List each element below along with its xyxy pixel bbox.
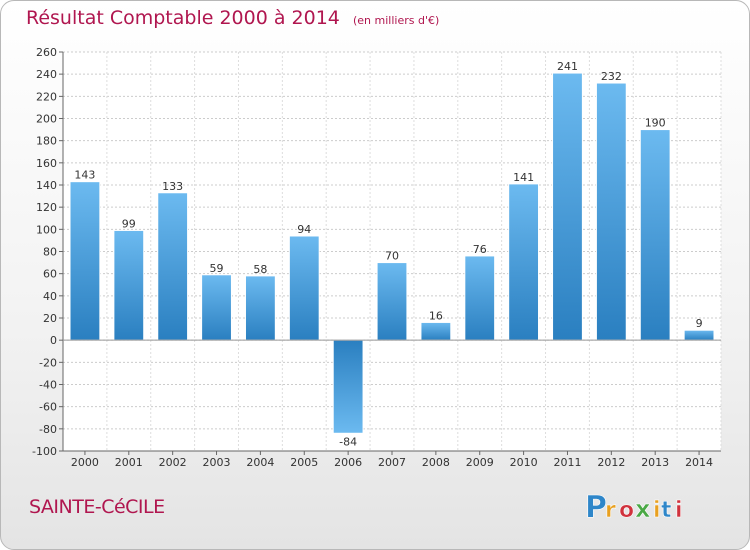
bar-2013 (639, 129, 671, 341)
bar-2014 (683, 329, 715, 341)
x-tick-label-2011: 2011 (553, 456, 581, 469)
x-tick-label-2012: 2012 (597, 456, 625, 469)
data-label-2007: 70 (385, 250, 399, 263)
y-axis-ticks: -100 -80 -60 -40 -20 0 20 40 60 80 100 120 140 160 180… (32, 46, 63, 458)
data-label-2001: 99 (122, 217, 136, 230)
data-label-2012: 232 (601, 70, 622, 83)
data-label-2009: 76 (473, 243, 487, 256)
y-tick-label: 120 (36, 201, 57, 214)
y-tick-label: 200 (36, 113, 57, 126)
bar-2007 (376, 262, 408, 341)
x-tick-label-2008: 2008 (422, 456, 450, 469)
x-tick-label-2000: 2000 (71, 456, 99, 469)
logo-letter: i (675, 498, 683, 523)
x-tick-label-2004: 2004 (246, 456, 274, 469)
data-label-2006: -84 (339, 435, 357, 448)
y-tick-label: 80 (43, 246, 57, 259)
bar-2012 (595, 82, 627, 341)
logo-letter: o (619, 498, 634, 523)
x-tick-label-2001: 2001 (115, 456, 143, 469)
x-tick-label-2013: 2013 (641, 456, 669, 469)
y-tick-label: 20 (43, 312, 57, 325)
x-tick-label-2003: 2003 (203, 456, 231, 469)
data-label-2000: 143 (74, 169, 95, 182)
data-labels: 143 99 133 59 58 94 -84 70 16 76 141 241 232 190 9 (74, 60, 702, 448)
bar-2006 (332, 339, 364, 434)
y-tick-label: 260 (36, 46, 57, 59)
logo-letter: P (585, 490, 607, 525)
y-tick-label: 100 (36, 223, 57, 236)
y-tick-label: -20 (39, 356, 57, 369)
x-tick-label-2007: 2007 (378, 456, 406, 469)
bar-2004 (244, 275, 276, 341)
x-tick-label-2006: 2006 (334, 456, 362, 469)
data-label-2010: 141 (513, 171, 534, 184)
logo-letter: i (653, 498, 661, 523)
y-tick-label: 0 (50, 334, 57, 347)
x-tick-label-2009: 2009 (466, 456, 494, 469)
bar-2003 (201, 274, 232, 341)
bars (69, 72, 715, 434)
y-tick-label: 180 (36, 135, 57, 148)
y-tick-label: -80 (39, 423, 57, 436)
commune-name: SAINTE-CéCILE (29, 496, 165, 518)
bar-2002 (157, 192, 189, 341)
data-label-2014: 9 (696, 317, 703, 330)
title-block: Résultat Comptable 2000 à 2014 (en milli… (26, 7, 439, 29)
logo-letter: r (605, 498, 616, 523)
bar-2001 (113, 229, 145, 341)
bar-2010 (508, 183, 540, 341)
y-tick-label: -40 (39, 379, 57, 392)
data-label-2002: 133 (162, 180, 183, 193)
y-tick-label: 240 (36, 68, 57, 81)
proxiti-logo: Pr o x i t i (585, 490, 683, 526)
data-label-2005: 94 (297, 223, 311, 236)
y-tick-label: 60 (43, 268, 57, 281)
bar-2005 (288, 235, 320, 341)
y-tick-label: 140 (36, 179, 57, 192)
y-tick-label: -60 (39, 401, 57, 414)
y-tick-label: 40 (43, 290, 57, 303)
data-label-2013: 190 (645, 117, 666, 130)
logo-letter: x (635, 495, 651, 523)
data-label-2003: 59 (210, 262, 224, 275)
x-tick-label-2010: 2010 (510, 456, 538, 469)
bar-2009 (464, 255, 496, 341)
bar-2008 (420, 321, 452, 341)
x-tick-label-2002: 2002 (159, 456, 187, 469)
x-axis-ticks: 2000 2001 2002 2003 2004 2005 2006 2007 2008 2009… (71, 451, 713, 469)
data-label-2008: 16 (429, 309, 443, 322)
y-tick-label: 160 (36, 157, 57, 170)
bar-2011 (552, 72, 583, 341)
x-tick-label-2005: 2005 (290, 456, 318, 469)
y-tick-label: 220 (36, 90, 57, 103)
data-label-2004: 58 (253, 263, 267, 276)
chart-subtitle: (en milliers d'€) (352, 14, 440, 27)
y-tick-label: -100 (32, 445, 57, 458)
data-label-2011: 241 (557, 60, 578, 73)
bar-2000 (69, 181, 101, 341)
chart-title: Résultat Comptable 2000 à 2014 (26, 7, 340, 29)
x-tick-label-2014: 2014 (685, 456, 713, 469)
logo-letter: t (661, 498, 672, 523)
